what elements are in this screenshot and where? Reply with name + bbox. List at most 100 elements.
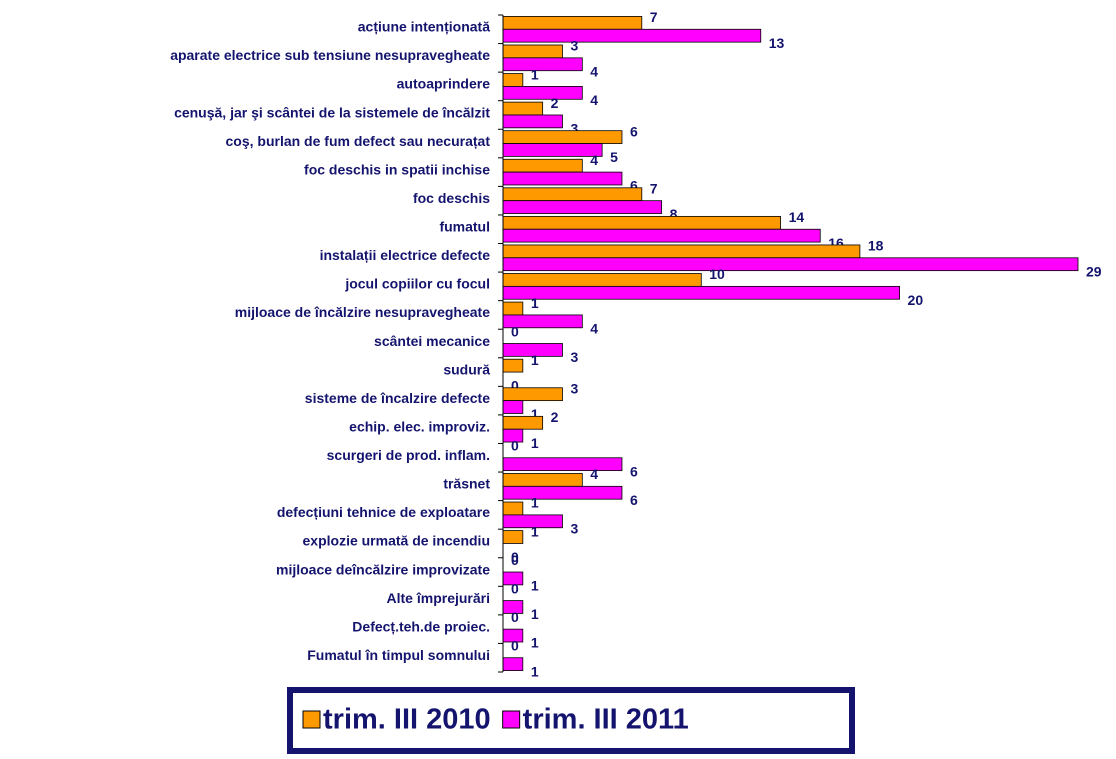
value-label: 4 xyxy=(590,92,598,108)
bar xyxy=(502,143,603,157)
bar xyxy=(502,28,762,43)
value-label: 4 xyxy=(590,320,598,336)
legend-label: trim. III 2011 xyxy=(523,704,689,736)
category-label: scântei mecanice xyxy=(374,333,490,349)
category-label: instalații electrice defecte xyxy=(320,247,491,263)
value-label: 3 xyxy=(570,349,578,365)
value-label: 7 xyxy=(650,181,658,197)
bar xyxy=(502,387,563,402)
value-label: 1 xyxy=(531,352,539,368)
value-label: 1 xyxy=(531,495,539,511)
value-label: 29 xyxy=(1086,263,1102,279)
value-label: 0 xyxy=(511,638,519,654)
bar xyxy=(502,400,524,414)
value-label: 1 xyxy=(531,578,539,594)
value-label: 1 xyxy=(531,435,539,451)
category-label: defecțiuni tehnice de exploatare xyxy=(277,504,490,520)
category-label: trăsnet xyxy=(443,476,490,492)
value-label: 4 xyxy=(590,466,598,482)
bar xyxy=(502,285,900,300)
bar xyxy=(502,171,623,186)
value-label: 3 xyxy=(570,38,578,54)
value-label: 20 xyxy=(908,292,924,308)
bar xyxy=(502,86,583,100)
value-label: 3 xyxy=(570,380,578,396)
value-label: 5 xyxy=(610,149,618,165)
value-label: 6 xyxy=(630,463,638,479)
category-label: explozie urmată de incendiu xyxy=(303,533,491,549)
value-label: 0 xyxy=(511,549,519,565)
bar xyxy=(502,273,702,287)
bar xyxy=(502,200,663,214)
category-label: sisteme de încalzire defecte xyxy=(305,390,490,406)
bar xyxy=(502,473,583,487)
bar xyxy=(502,215,781,230)
category-label: mijloace de încălzire nesupravegheate xyxy=(235,304,490,320)
bar xyxy=(502,44,563,59)
category-label: Fumatul în timpul somnului xyxy=(307,647,490,663)
value-label: 14 xyxy=(789,209,805,225)
category-label: Defecț.teh.de proiec. xyxy=(352,618,490,634)
category-label: scurgeri de prod. inflam. xyxy=(327,447,490,463)
value-label: 0 xyxy=(511,552,519,568)
category-label: mijloace deîncălzire improvizate xyxy=(276,561,490,577)
value-label: 3 xyxy=(570,121,578,137)
value-label: 0 xyxy=(511,323,519,339)
legend-box xyxy=(287,687,855,754)
bar xyxy=(502,301,524,316)
value-label: 10 xyxy=(709,266,725,282)
bar xyxy=(502,415,544,430)
value-label: 1 xyxy=(531,606,539,622)
bar xyxy=(502,114,563,129)
bar xyxy=(502,158,583,173)
category-label: fumatul xyxy=(439,219,490,235)
bar xyxy=(502,101,544,116)
value-label: 18 xyxy=(868,238,884,254)
value-label: 1 xyxy=(531,66,539,82)
value-label: 6 xyxy=(630,178,638,194)
category-label: sudură xyxy=(443,361,490,377)
value-label: 1 xyxy=(531,295,539,311)
bar xyxy=(502,73,524,87)
value-label: 8 xyxy=(670,206,678,222)
bar xyxy=(502,501,524,516)
value-label: 0 xyxy=(511,609,519,625)
category-label: coş, burlan de fum defect sau necurațat xyxy=(225,133,490,149)
value-label: 1 xyxy=(531,406,539,422)
category-label: cenuşă, jar şi scântei de la sistemele d… xyxy=(174,104,490,120)
bar xyxy=(502,457,623,472)
value-label: 13 xyxy=(769,35,785,51)
value-label: 1 xyxy=(531,523,539,539)
value-label: 2 xyxy=(551,409,559,425)
bar xyxy=(502,657,524,671)
category-label: jocul copiilor cu focul xyxy=(344,276,490,292)
value-label: 6 xyxy=(630,123,638,139)
category-label: aparate electrice sub tensiune nesuprave… xyxy=(170,47,490,63)
value-label: 0 xyxy=(511,580,519,596)
category-label: foc deschis in spatii inchise xyxy=(304,161,490,177)
bar xyxy=(502,485,623,500)
value-label: 0 xyxy=(511,438,519,454)
value-label: 7 xyxy=(650,9,658,25)
value-label: 3 xyxy=(570,520,578,536)
value-label: 0 xyxy=(511,378,519,394)
value-label: 4 xyxy=(590,152,598,168)
legend-label: trim. III 2010 xyxy=(323,704,491,736)
bar xyxy=(502,187,643,202)
legend-swatch xyxy=(302,710,321,729)
category-label: acțiune intenționată xyxy=(358,19,490,35)
bar xyxy=(502,257,1079,272)
bar xyxy=(502,530,524,544)
category-label: foc deschis xyxy=(413,190,490,206)
bar xyxy=(502,228,821,243)
category-label: echip. elec. improviz. xyxy=(349,418,490,434)
value-label: 6 xyxy=(630,492,638,508)
value-label: 1 xyxy=(531,635,539,651)
legend-swatch xyxy=(502,710,521,729)
value-label: 2 xyxy=(551,95,559,111)
category-label: Alte împrejurări xyxy=(387,590,490,606)
value-label: 4 xyxy=(590,63,598,79)
category-label: autoaprindere xyxy=(397,76,491,92)
bar xyxy=(502,244,861,259)
